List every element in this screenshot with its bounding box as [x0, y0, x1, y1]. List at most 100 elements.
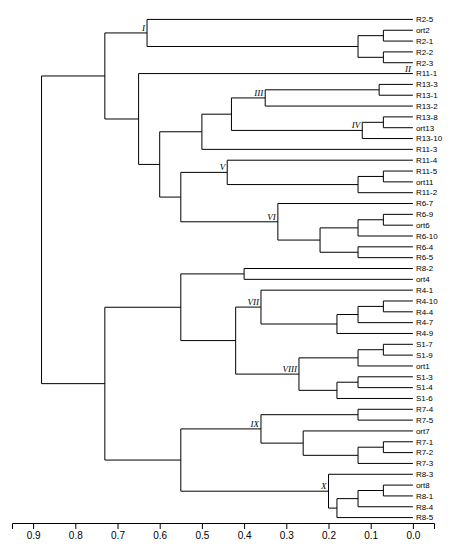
dendrogram-link — [358, 220, 413, 236]
tick: 0.5 — [195, 523, 209, 541]
leaf-label: R2-5 — [416, 15, 434, 24]
cluster-label: I — [141, 23, 146, 33]
dendrogram-link — [383, 171, 413, 182]
leaf-label: R4-7 — [416, 318, 434, 327]
dendrogram-link — [202, 114, 413, 149]
tick: 0.6 — [153, 523, 167, 541]
dendrogram-link — [42, 76, 105, 384]
cluster-label: IV — [351, 120, 362, 130]
leaf-label: R6-7 — [416, 199, 434, 208]
dendrogram-link — [358, 377, 413, 388]
dendrogram-link — [383, 344, 413, 355]
dendrogram-link — [383, 485, 413, 496]
leaf-label: R4-9 — [416, 329, 434, 338]
dendrogram-link — [139, 74, 413, 165]
tick-label: 0.0 — [406, 530, 420, 541]
dendrogram-link — [362, 122, 413, 138]
dendrogram-link — [383, 30, 413, 41]
tick-mark — [160, 523, 161, 529]
leaf-label: S1-4 — [416, 383, 433, 392]
axis-line — [13, 524, 435, 530]
dendrogram-link — [358, 36, 383, 58]
leaf-label: ort8 — [416, 481, 430, 490]
tick-mark — [118, 523, 119, 529]
tick-mark — [371, 523, 372, 529]
dendrogram-link — [358, 350, 413, 366]
dendrogram-link — [244, 269, 413, 280]
dendrogram-link — [160, 132, 202, 197]
leaf-label: R13-1 — [416, 91, 438, 100]
leaf-label: R2-2 — [416, 48, 434, 57]
leaf-label: R8-4 — [416, 503, 434, 512]
leaf-label: R6-10 — [416, 232, 438, 241]
tick: 0.1 — [364, 523, 378, 541]
tick-label: 0.5 — [195, 530, 209, 541]
dendrogram-link — [181, 274, 244, 341]
tick: 0.7 — [111, 523, 125, 541]
dendrogram-link — [337, 499, 413, 518]
dendrogram-link — [383, 442, 413, 453]
cluster-label: II — [404, 64, 412, 74]
leaf-label: R4-1 — [416, 286, 434, 295]
leaf-label: S1-7 — [416, 340, 433, 349]
tick: 0.9 — [27, 523, 41, 541]
tick-mark — [244, 523, 245, 529]
dendrogram-link — [105, 307, 181, 460]
leaf-label: R13-8 — [416, 113, 438, 122]
leaf-label: ort4 — [416, 275, 430, 284]
leaf-label: R2-3 — [416, 59, 434, 68]
dendrogram-link — [303, 431, 413, 455]
dendrogram-link — [358, 176, 413, 192]
leaf-label: R7-1 — [416, 438, 434, 447]
tick-label: 0.3 — [280, 530, 294, 541]
dendrogram-link — [383, 301, 413, 312]
leaf-label: ort13 — [416, 124, 435, 133]
leaf-label: R11-4 — [416, 156, 438, 165]
tick-label: 0.9 — [27, 530, 41, 541]
leaf-label: ort1 — [416, 362, 430, 371]
leaf-label: S1-3 — [416, 373, 433, 382]
cluster-label: VI — [267, 212, 276, 222]
tick-mark — [329, 523, 330, 529]
leaf-label: R8-5 — [416, 513, 434, 522]
leaf-label: R8-3 — [416, 470, 434, 479]
cluster-labels: IIIIIIIVVVIVIIVIIIIXX — [141, 23, 412, 491]
chart: R2-5ort2R2-1R2-2R2-3R11-1R13-3R13-1R13-2… — [0, 0, 474, 553]
leaf-label: S1-6 — [416, 394, 433, 403]
tick-mark — [286, 523, 287, 529]
leaf-label: ort2 — [416, 26, 430, 35]
leaf-label: R11-2 — [416, 188, 438, 197]
leaf-label: ort7 — [416, 427, 430, 436]
cluster-label: III — [253, 88, 264, 98]
dendrogram-link — [383, 117, 413, 128]
tick-label: 0.8 — [69, 530, 83, 541]
cluster-label: IX — [249, 419, 259, 429]
tick: 0.0 — [406, 523, 420, 541]
cluster-label: VIII — [282, 364, 297, 374]
dendrogram-link — [227, 160, 413, 184]
cluster-label: X — [320, 481, 327, 491]
tick-label: 0.2 — [322, 530, 336, 541]
leaf-labels: R2-5ort2R2-1R2-2R2-3R11-1R13-3R13-1R13-2… — [416, 15, 443, 522]
tick: 0.2 — [322, 523, 336, 541]
tick: 0.3 — [280, 523, 294, 541]
dendrogram-link — [105, 33, 147, 119]
dendrogram-link — [299, 358, 358, 390]
leaf-label: R6-9 — [416, 210, 434, 219]
tick-mark — [202, 523, 203, 529]
dendrogram-link — [265, 90, 413, 106]
dendrogram-link — [261, 415, 358, 443]
dendrogram-link — [358, 306, 413, 322]
dendrogram-link — [383, 52, 413, 63]
tick: 0.4 — [238, 523, 252, 541]
leaf-label: R7-4 — [416, 405, 434, 414]
leaf-label: ort11 — [416, 178, 434, 187]
leaf-label: R11-3 — [416, 145, 438, 154]
leaf-label: R4-4 — [416, 308, 434, 317]
tick-label: 0.1 — [364, 530, 378, 541]
dendrogram-link — [358, 491, 413, 507]
leaf-label: R8-1 — [416, 492, 434, 501]
dendrogram-link — [236, 307, 299, 374]
leaf-label: R13-10 — [416, 134, 443, 143]
dendrogram-link — [231, 98, 362, 130]
